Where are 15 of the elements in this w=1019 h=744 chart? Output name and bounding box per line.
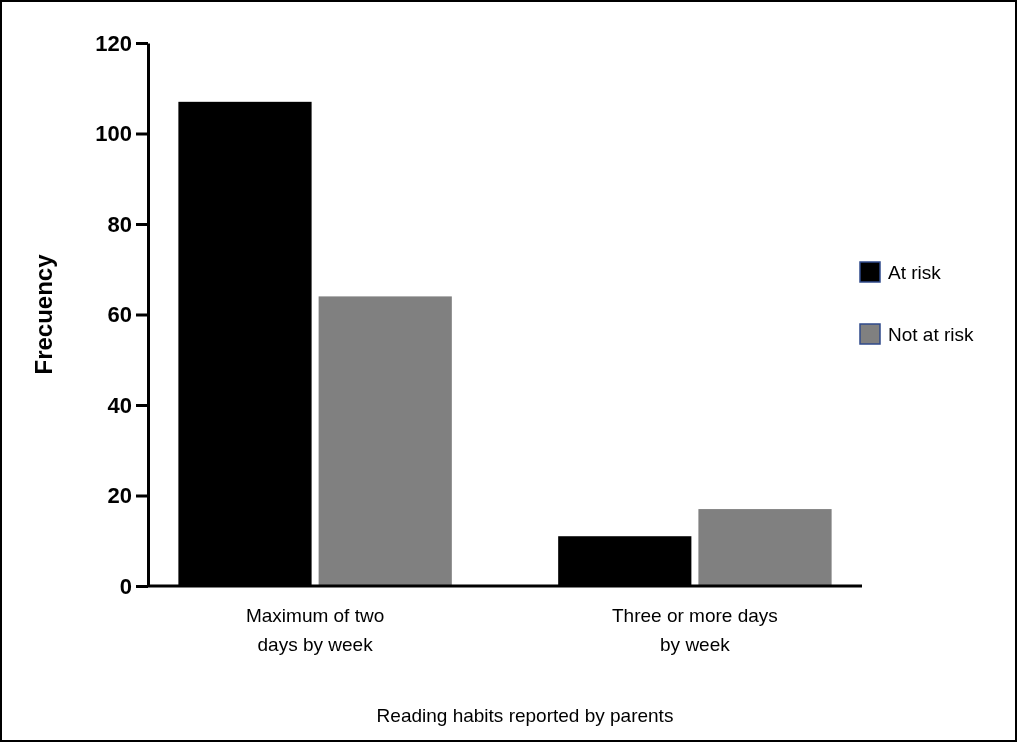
legend-label: Not at risk xyxy=(888,323,975,345)
y-tick-label: 80 xyxy=(107,211,132,237)
y-tick-label: 20 xyxy=(107,483,132,509)
y-tick-label: 60 xyxy=(107,302,132,328)
y-tick-label: 40 xyxy=(107,392,132,418)
x-tick-label: Maximum of two days by week xyxy=(245,605,385,655)
bar xyxy=(318,296,452,586)
y-tick-label: 100 xyxy=(95,121,132,147)
legend-label: At risk xyxy=(888,261,942,283)
x-axis-title: Reading habits reported by parents xyxy=(376,705,674,726)
y-tick-label: 120 xyxy=(95,30,132,56)
bar xyxy=(698,509,832,586)
y-tick-label: 0 xyxy=(119,573,132,599)
x-tick-label: Three or more days by week xyxy=(612,605,778,655)
y-axis-title: Frecuency xyxy=(30,253,57,375)
